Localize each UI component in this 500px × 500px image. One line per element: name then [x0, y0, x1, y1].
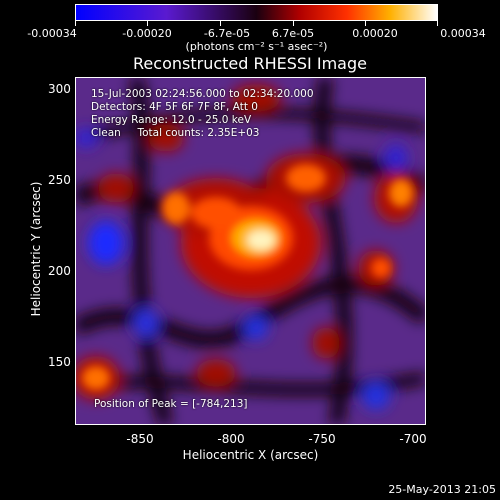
x-tick-label: -800 [217, 432, 245, 446]
plot-title: Reconstructed RHESSI Image [133, 54, 367, 73]
y-tick-label: 300 [48, 82, 71, 96]
y-tick-label: 200 [48, 264, 71, 278]
detectors-label: Detectors: 4F 5F 6F 7F 8F, Att 0 [91, 101, 258, 113]
x-tick-label: -750 [308, 432, 336, 446]
x-axis-label: Heliocentric X (arcsec) [182, 448, 319, 462]
peak-position-label: Position of Peak = [-784,213] [94, 398, 248, 410]
algorithm-counts-label: Clean Total counts: 2.35E+03 [91, 127, 260, 139]
rhessi-image [76, 78, 425, 424]
energy-range-label: Energy Range: 12.0 - 25.0 keV [91, 114, 252, 126]
timestamp: 25-May-2013 21:05 [388, 483, 496, 496]
colorbar-tick: 0.00020 [352, 27, 398, 40]
colorbar-tick: 0.00034 [440, 27, 486, 40]
y-axis-label: Heliocentric Y (arcsec) [29, 181, 43, 317]
x-tick-label: -850 [126, 432, 154, 446]
x-tick-label: -700 [399, 432, 427, 446]
colorbar-units: (photons cm⁻² s⁻¹ asec⁻²) [185, 40, 328, 53]
colorbar-tick: -0.00020 [122, 27, 172, 40]
time-range-label: 15-Jul-2003 02:24:56.000 to 02:34:20.000 [91, 88, 314, 100]
colorbar-tick: 6.7e-05 [271, 27, 315, 40]
y-tick-label: 150 [48, 355, 71, 369]
image-plot-area: 15-Jul-2003 02:24:56.000 to 02:34:20.000… [75, 77, 426, 425]
colorbar-tick: -6.7e-05 [203, 27, 251, 40]
colorbar [75, 4, 438, 21]
y-tick-label: 250 [48, 173, 71, 187]
colorbar-tick: -0.00034 [27, 27, 77, 40]
